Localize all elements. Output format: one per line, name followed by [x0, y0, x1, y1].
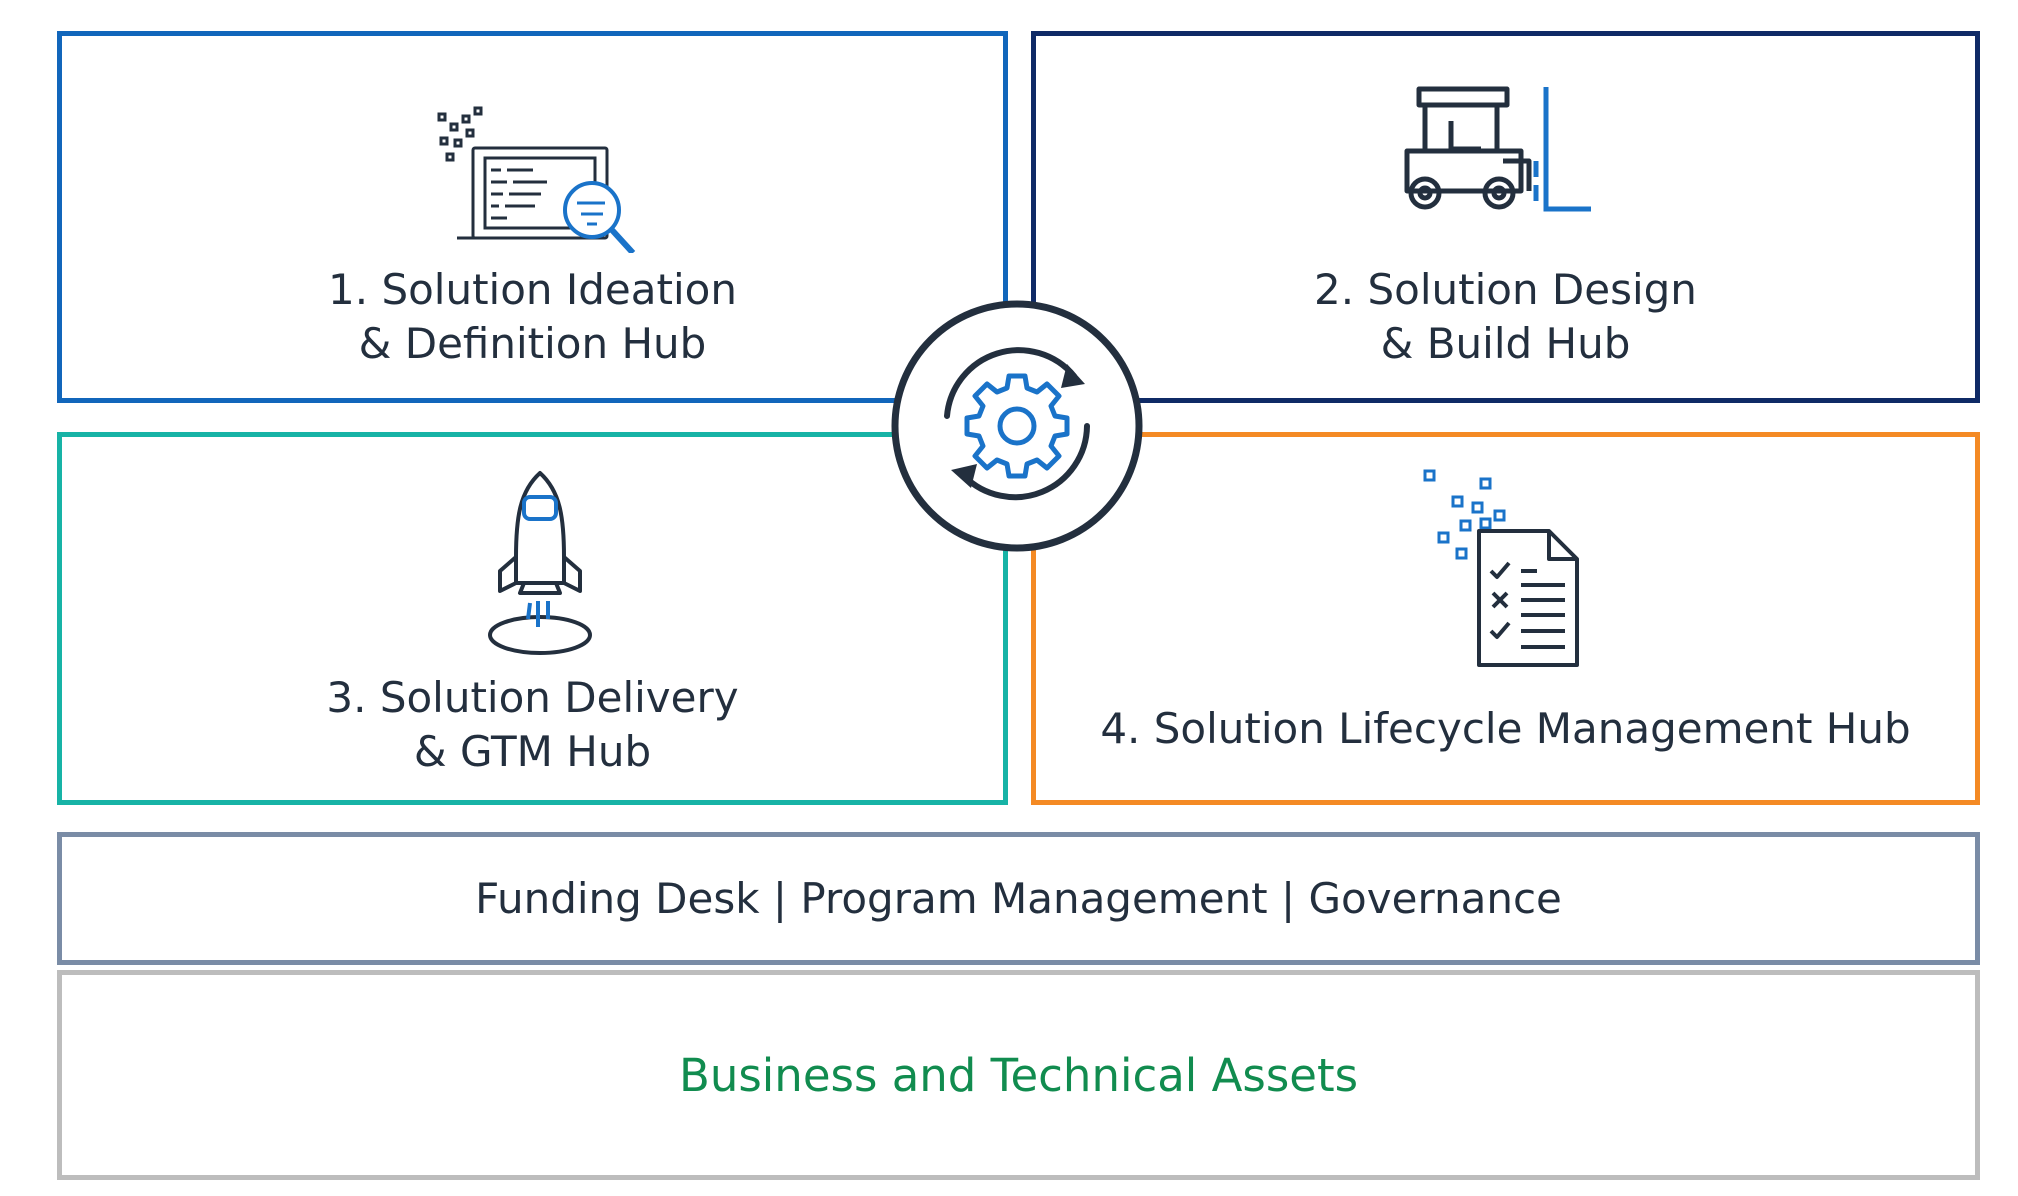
- governance-strip: Funding Desk | Program Management | Gove…: [57, 832, 1980, 965]
- hub-4-title: 4. Solution Lifecycle Management Hub: [1036, 702, 1975, 756]
- hub-lifecycle-management: 4. Solution Lifecycle Management Hub: [1031, 432, 1980, 805]
- hub-1-title-line2: & Definition Hub: [358, 319, 707, 368]
- hub-2-title-line1: 2. Solution Design: [1314, 265, 1697, 314]
- hub-delivery-gtm: 3. Solution Delivery & GTM Hub: [57, 432, 1008, 805]
- forklift-icon: [1404, 86, 1591, 212]
- hub-3-title: 3. Solution Delivery & GTM Hub: [62, 671, 1003, 779]
- rocket-icon: [488, 471, 592, 655]
- hub-2-title: 2. Solution Design & Build Hub: [1036, 263, 1975, 371]
- governance-strip-text: Funding Desk | Program Management | Gove…: [475, 874, 1562, 923]
- hub-3-title-line1: 3. Solution Delivery: [326, 673, 739, 722]
- checklist-document-icon: [1423, 469, 1579, 667]
- hub-1-title-line1: 1. Solution Ideation: [328, 265, 737, 314]
- assets-foundation: Business and Technical Assets: [57, 970, 1980, 1180]
- gear-cycle-icon: [891, 300, 1143, 552]
- assets-foundation-text: Business and Technical Assets: [678, 1048, 1359, 1102]
- hub-2-title-line2: & Build Hub: [1380, 319, 1631, 368]
- hub-3-title-line2: & GTM Hub: [413, 727, 652, 776]
- hub-ideation-definition: 1. Solution Ideation & Definition Hub: [57, 31, 1008, 403]
- hub-1-title: 1. Solution Ideation & Definition Hub: [62, 263, 1003, 371]
- hub-4-title-line1: 4. Solution Lifecycle Management Hub: [1100, 704, 1911, 753]
- hub-design-build: 2. Solution Design & Build Hub: [1031, 31, 1980, 403]
- laptop-search-icon: [437, 106, 636, 253]
